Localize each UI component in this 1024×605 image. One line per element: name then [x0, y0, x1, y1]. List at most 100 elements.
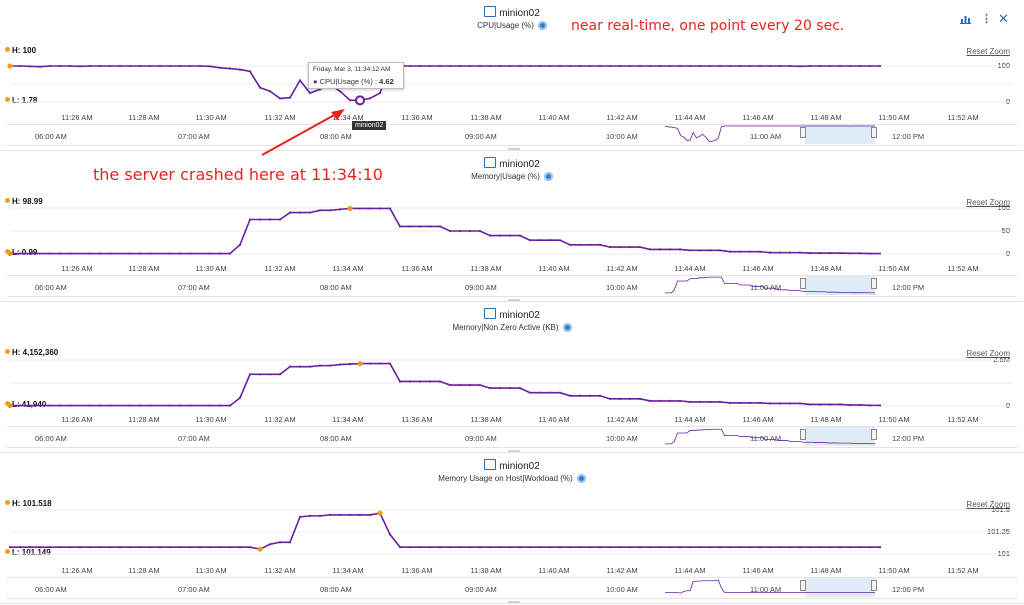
data-point: [238, 68, 242, 71]
resize-grip[interactable]: [508, 450, 520, 452]
data-point: [388, 207, 392, 210]
time-navigator[interactable]: [7, 275, 1017, 297]
resize-grip[interactable]: [508, 299, 520, 301]
reset-zoom-link[interactable]: Reset Zoom: [966, 500, 1010, 509]
data-point: [238, 396, 242, 399]
data-point: [318, 209, 322, 212]
data-point: [38, 404, 42, 407]
navigator-left-handle[interactable]: [800, 278, 806, 289]
navigator-right-handle[interactable]: [871, 580, 877, 591]
reset-zoom-link[interactable]: Reset Zoom: [966, 47, 1010, 56]
x-tick-label: 11:36 AM: [401, 415, 433, 424]
data-point: [438, 64, 442, 68]
data-point: [208, 404, 212, 407]
data-point: [168, 546, 172, 549]
line-chart-4[interactable]: [0, 453, 1024, 604]
data-point: [488, 546, 492, 549]
navigator-right-handle[interactable]: [871, 429, 877, 440]
data-point: [578, 64, 582, 68]
data-point: [408, 546, 412, 549]
low-value-label: L: 1.78: [5, 96, 37, 105]
data-point: [838, 64, 842, 68]
data-point: [538, 239, 542, 242]
navigator-left-handle[interactable]: [800, 429, 806, 440]
data-point: [868, 252, 872, 255]
data-point: [568, 64, 572, 68]
resize-grip[interactable]: [508, 601, 520, 603]
data-point: [848, 403, 852, 407]
time-navigator[interactable]: [7, 577, 1017, 599]
data-point: [428, 225, 432, 228]
navigator-tick-label: 06:00 AM: [35, 434, 67, 443]
data-point: [558, 391, 562, 394]
metric-info-icon[interactable]: [576, 474, 586, 483]
data-point: [138, 546, 142, 549]
x-tick-label: 11:26 AM: [61, 415, 93, 424]
vertical-ellipsis-icon[interactable]: ⋮: [981, 13, 992, 25]
data-point: [598, 394, 602, 397]
data-point: [88, 546, 92, 549]
resize-grip[interactable]: [508, 148, 520, 150]
x-tick-label: 11:38 AM: [470, 264, 502, 273]
server-icon: [484, 157, 497, 168]
time-navigator[interactable]: [7, 124, 1017, 146]
data-point: [198, 252, 202, 255]
navigator-selection[interactable]: [805, 276, 875, 295]
navigator-left-handle[interactable]: [800, 127, 806, 138]
bar-chart-icon[interactable]: [960, 14, 971, 27]
data-point: [638, 64, 642, 68]
line-chart-1[interactable]: [0, 0, 1024, 151]
data-point: [248, 373, 252, 376]
line-chart-3[interactable]: [0, 302, 1024, 453]
x-tick-label: 11:28 AM: [128, 566, 160, 575]
data-point: [128, 404, 132, 407]
data-point: [468, 546, 472, 549]
data-point: [448, 546, 452, 549]
panel-title: minion02: [0, 308, 1024, 321]
navigator-selection[interactable]: [805, 427, 875, 446]
chart-panel-1: minion02 CPU|Usage (%): [0, 0, 1024, 151]
data-point: [488, 64, 492, 68]
data-point: [828, 64, 832, 68]
data-point: [388, 533, 392, 536]
navigator-left-handle[interactable]: [800, 580, 806, 591]
data-point: [478, 383, 482, 387]
high-value-label: H: 98.99: [5, 197, 43, 206]
data-point: [208, 546, 212, 549]
data-point: [18, 546, 22, 549]
line-chart-2[interactable]: [0, 151, 1024, 302]
metric-info-icon[interactable]: [543, 172, 553, 181]
data-point: [88, 404, 92, 407]
data-point: [808, 64, 812, 68]
data-point: [818, 546, 822, 549]
data-point: [118, 404, 122, 407]
reset-zoom-link[interactable]: Reset Zoom: [966, 198, 1010, 207]
data-point: [588, 546, 592, 549]
x-tick-label: 11:44 AM: [674, 566, 706, 575]
x-tick-label: 11:38 AM: [470, 415, 502, 424]
x-tick-label: 11:36 AM: [401, 566, 433, 575]
metric-info-icon[interactable]: [537, 21, 547, 30]
data-point: [678, 64, 682, 68]
navigator-tick-label: 11:00 AM: [750, 132, 782, 141]
close-icon[interactable]: ✕: [998, 11, 1009, 26]
data-point: [188, 252, 192, 255]
data-point: [618, 64, 622, 68]
low-marker-icon: [5, 249, 10, 254]
data-point: [758, 546, 762, 549]
reset-zoom-link[interactable]: Reset Zoom: [966, 349, 1010, 358]
navigator-tick-label: 06:00 AM: [35, 585, 67, 594]
time-navigator[interactable]: [7, 426, 1017, 448]
navigator-right-handle[interactable]: [871, 127, 877, 138]
data-point: [468, 383, 472, 387]
data-point: [238, 546, 242, 549]
metric-info-icon[interactable]: [562, 323, 572, 332]
x-tick-label: 11:26 AM: [61, 566, 93, 575]
navigator-selection[interactable]: [805, 125, 875, 144]
high-marker-icon: [5, 47, 10, 52]
data-point: [218, 404, 222, 407]
high-point-marker: [377, 510, 383, 516]
navigator-tick-label: 09:00 AM: [465, 132, 497, 141]
navigator-right-handle[interactable]: [871, 278, 877, 289]
data-point: [448, 229, 452, 233]
